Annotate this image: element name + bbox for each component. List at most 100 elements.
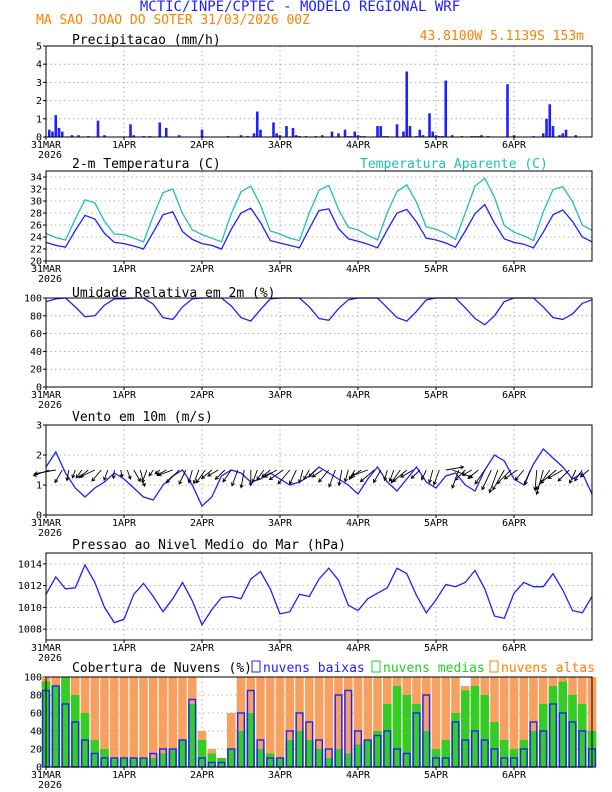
precip-xtick-label: 31MAR	[31, 140, 62, 151]
wind-speed-line	[45, 447, 593, 508]
wind-arrow	[71, 469, 76, 479]
precip-xtick-label: 5APR	[424, 140, 449, 151]
cloud-mid-bar	[246, 713, 256, 767]
cloud-high-bar	[275, 677, 285, 767]
pressure-xtick-label: 4APR	[346, 643, 371, 654]
precip-bar	[512, 135, 516, 137]
wind-ytick-label: 2	[36, 451, 42, 462]
wind-arrow	[492, 469, 505, 491]
cloud-high-bar	[509, 677, 519, 767]
precip-bar	[376, 126, 379, 137]
precip-bar	[450, 135, 454, 137]
cloud-high-bar	[295, 677, 304, 767]
cloud-high-bar	[363, 677, 373, 767]
wind-ytick-label: 0	[36, 511, 42, 522]
temp-ytick-label: 30	[30, 197, 42, 208]
pressure-line	[45, 563, 593, 627]
wind-xtick-label: 5APR	[424, 518, 449, 529]
cloud-mid-bar	[207, 753, 217, 767]
rh-xtick-label: 1APR	[112, 390, 137, 401]
temp-apparent-title: Temperatura Aparente (C)	[360, 157, 548, 172]
temp-ytick-label: 32	[30, 185, 42, 196]
cloud-high-bar	[100, 677, 109, 767]
wind-arrow	[148, 469, 154, 477]
cloud-mid-bar	[558, 681, 568, 767]
rh-title: Umidade Relativa em 2m (%)	[72, 286, 276, 301]
wind-arrow	[328, 469, 336, 488]
cloud-mid-bar	[519, 740, 529, 767]
wind-arrow	[481, 469, 492, 491]
legend-low: nuvens baixas	[263, 661, 365, 676]
wind-arrow	[574, 469, 583, 482]
wind-xtick-label: 1APR	[112, 518, 137, 529]
wind-arrow	[351, 469, 368, 477]
precip-bar	[77, 135, 80, 137]
cloud-high-bar	[431, 677, 441, 767]
clouds-xtick-label: 6APR	[502, 770, 527, 781]
cloud-mid-bar	[197, 740, 207, 767]
wind-title: Vento em 10m (m/s)	[72, 410, 213, 425]
wind-arrow	[428, 469, 434, 484]
cloud-mid-bar	[490, 722, 499, 767]
wind-arrow	[432, 469, 440, 486]
temp-ytick-label: 26	[30, 221, 42, 232]
wind-arrow	[139, 469, 146, 488]
pressure-title: Pressao ao Nivel Medio do Mar (hPa)	[72, 538, 346, 553]
precip-bar	[96, 120, 100, 137]
header-location-run: MA SAO JOAO DO SOTER 31/03/2026 00Z	[36, 13, 310, 28]
wind-arrow	[111, 469, 116, 480]
pressure-year-label: 2026	[38, 653, 62, 664]
precip-bar	[356, 135, 360, 137]
clouds-xtick-label: 3APR	[268, 770, 293, 781]
wind-xtick-label: 3APR	[268, 518, 293, 529]
temp-ytick-label: 24	[30, 233, 42, 244]
wind-arrow	[256, 469, 265, 481]
clouds-ytick-label: 0	[36, 763, 42, 774]
rh-xtick-label: 5APR	[424, 390, 449, 401]
pressure-xtick-label: 1APR	[112, 643, 137, 654]
precip-bar	[252, 133, 256, 137]
cloud-high-bar	[168, 677, 178, 767]
precip-frame	[45, 45, 593, 138]
wind-arrow	[535, 469, 551, 491]
wind-arrow	[65, 469, 70, 482]
precip-bar	[545, 118, 548, 137]
wind-ytick-label: 1	[36, 481, 42, 492]
rh-ytick-label: 20	[30, 365, 42, 376]
pressure-xtick-label: 6APR	[502, 643, 527, 654]
cloud-mid-bar	[460, 690, 470, 767]
precip-bar	[291, 127, 295, 137]
clouds-ytick-label: 20	[30, 745, 42, 756]
cloud-mid-bar	[421, 731, 431, 767]
clouds-ytick-label: 100	[24, 673, 42, 684]
clouds-xtick-label: 1APR	[112, 770, 137, 781]
precip-bar	[434, 135, 438, 137]
precip-bar	[239, 135, 243, 137]
header-coords: 43.8100W 5.1139S 153m	[420, 29, 585, 44]
clouds-ytick-label: 40	[30, 727, 42, 738]
temp-xtick-label: 5APR	[424, 264, 449, 275]
clouds-ytick-label: 80	[30, 691, 42, 702]
precip-bar	[320, 135, 324, 137]
wind-arrow	[126, 469, 132, 480]
cloud-mid-bar	[51, 686, 61, 767]
precip-bar	[51, 131, 54, 137]
cloud-mid-bar	[412, 704, 421, 767]
precip-bar	[129, 124, 132, 137]
wind-arrow	[523, 469, 531, 486]
wind-arrow	[467, 469, 479, 480]
cloud-mid-bar	[577, 704, 587, 767]
precip-bar	[541, 133, 545, 137]
rh-ytick-label: 80	[30, 311, 42, 322]
rh-ytick-label: 100	[24, 294, 42, 305]
cloud-mid-bar	[236, 731, 246, 767]
cloud-mid-bar	[392, 686, 402, 767]
wind-arrow	[496, 469, 512, 485]
cloud-mid-bar	[256, 749, 265, 767]
precip-bar	[200, 129, 204, 137]
header-title: MCTIC/INPE/CPTEC - MODELO REGIONAL WRF	[140, 0, 460, 15]
temp-ytick-label: 20	[30, 257, 42, 268]
rh-xtick-label: 3APR	[268, 390, 293, 401]
cloud-mid-bar	[139, 758, 148, 767]
